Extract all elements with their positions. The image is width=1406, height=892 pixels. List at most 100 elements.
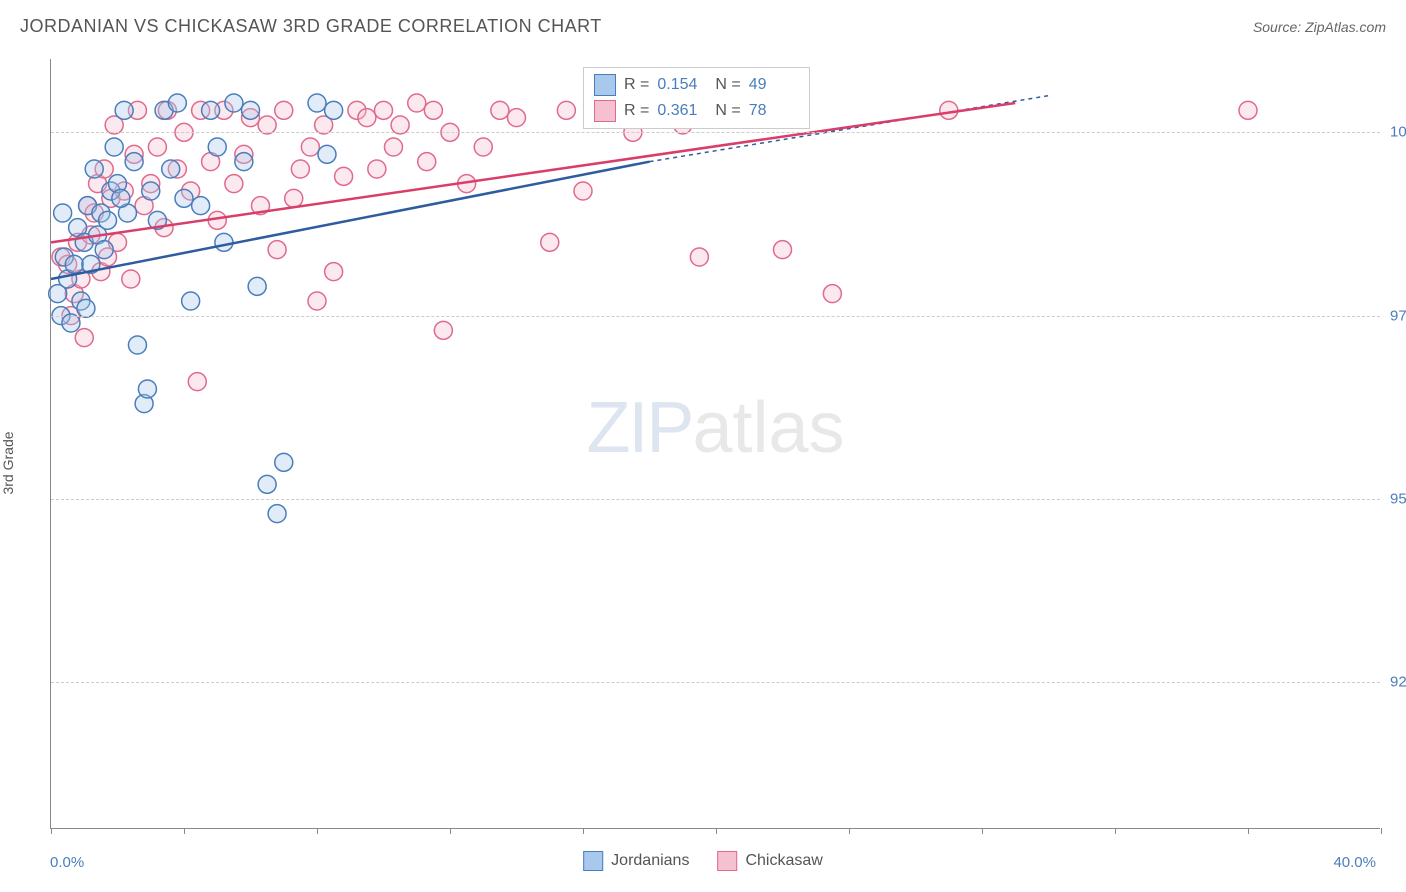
scatter-point <box>142 182 160 200</box>
gridline <box>51 316 1380 317</box>
scatter-point <box>308 94 326 112</box>
series-legend: Jordanians Chickasaw <box>583 851 823 871</box>
x-tick-mark <box>317 828 318 834</box>
legend-row: R = 0.361 N = 78 <box>594 98 799 124</box>
scatter-point <box>65 255 83 273</box>
x-tick-mark <box>1115 828 1116 834</box>
scatter-point <box>62 314 80 332</box>
trend-line <box>51 103 1015 242</box>
scatter-point <box>557 101 575 119</box>
scatter-point <box>268 505 286 523</box>
x-tick-mark <box>1381 828 1382 834</box>
source-attribution: Source: ZipAtlas.com <box>1253 19 1386 35</box>
scatter-point <box>225 175 243 193</box>
scatter-point <box>248 277 266 295</box>
scatter-point <box>75 329 93 347</box>
scatter-point <box>175 189 193 207</box>
gridline <box>51 499 1380 500</box>
scatter-point <box>285 189 303 207</box>
scatter-point <box>408 94 426 112</box>
legend-n-value: 49 <box>749 76 799 94</box>
scatter-point <box>424 101 442 119</box>
scatter-point <box>99 211 117 229</box>
scatter-point <box>325 263 343 281</box>
scatter-point <box>823 285 841 303</box>
scatter-point <box>202 101 220 119</box>
x-tick-mark <box>716 828 717 834</box>
scatter-point <box>85 160 103 178</box>
scatter-point <box>491 101 509 119</box>
scatter-point <box>192 197 210 215</box>
scatter-svg <box>51 59 1380 828</box>
scatter-point <box>391 116 409 134</box>
scatter-point <box>49 285 67 303</box>
scatter-point <box>95 241 113 259</box>
scatter-point <box>508 109 526 127</box>
scatter-point <box>434 321 452 339</box>
scatter-point <box>148 138 166 156</box>
legend-r-value: 0.154 <box>657 76 707 94</box>
legend-label: Jordanians <box>611 852 689 870</box>
scatter-point <box>474 138 492 156</box>
scatter-point <box>138 380 156 398</box>
legend-r-value: 0.361 <box>657 102 707 120</box>
legend-swatch <box>583 851 603 871</box>
x-tick-mark <box>184 828 185 834</box>
x-tick-mark <box>51 828 52 834</box>
scatter-point <box>77 299 95 317</box>
scatter-point <box>122 270 140 288</box>
x-tick-mark <box>982 828 983 834</box>
scatter-point <box>162 160 180 178</box>
scatter-point <box>128 336 146 354</box>
legend-n-label: N = <box>715 76 740 94</box>
scatter-point <box>541 233 559 251</box>
plot-area: ZIPatlas R =0.154N =49R =0.361N =78 92.5… <box>50 59 1380 829</box>
scatter-point <box>105 138 123 156</box>
legend-swatch <box>717 851 737 871</box>
y-tick-label: 95.0% <box>1390 491 1406 508</box>
scatter-point <box>268 241 286 259</box>
legend-row: R = 0.154 N = 49 <box>594 72 799 98</box>
legend-r-label: R = <box>624 102 649 120</box>
y-axis-label: 3rd Grade <box>0 431 16 494</box>
scatter-point <box>215 233 233 251</box>
scatter-point <box>225 94 243 112</box>
legend-label: Chickasaw <box>745 852 822 870</box>
legend-n-label: N = <box>715 102 740 120</box>
scatter-point <box>690 248 708 266</box>
scatter-point <box>275 453 293 471</box>
scatter-point <box>358 109 376 127</box>
legend-r-label: R = <box>624 76 649 94</box>
scatter-point <box>168 94 186 112</box>
scatter-point <box>774 241 792 259</box>
scatter-point <box>308 292 326 310</box>
y-tick-label: 100.0% <box>1390 124 1406 141</box>
scatter-point <box>301 138 319 156</box>
scatter-point <box>940 101 958 119</box>
scatter-point <box>275 101 293 119</box>
legend-item: Jordanians <box>583 851 689 871</box>
y-tick-label: 97.5% <box>1390 307 1406 324</box>
legend-n-value: 78 <box>749 102 799 120</box>
x-tick-mark <box>1248 828 1249 834</box>
scatter-point <box>325 101 343 119</box>
gridline <box>51 682 1380 683</box>
y-tick-label: 92.5% <box>1390 674 1406 691</box>
scatter-point <box>112 189 130 207</box>
scatter-point <box>318 145 336 163</box>
x-tick-mark <box>849 828 850 834</box>
scatter-point <box>1239 101 1257 119</box>
x-axis-max-label: 40.0% <box>1333 854 1376 871</box>
scatter-point <box>208 138 226 156</box>
legend-item: Chickasaw <box>717 851 822 871</box>
legend-swatch <box>594 100 616 122</box>
scatter-point <box>384 138 402 156</box>
scatter-point <box>375 101 393 119</box>
scatter-point <box>115 101 133 119</box>
scatter-point <box>291 160 309 178</box>
legend-swatch <box>594 74 616 96</box>
scatter-point <box>125 153 143 171</box>
scatter-point <box>335 167 353 185</box>
x-axis-min-label: 0.0% <box>50 854 84 871</box>
x-tick-mark <box>450 828 451 834</box>
